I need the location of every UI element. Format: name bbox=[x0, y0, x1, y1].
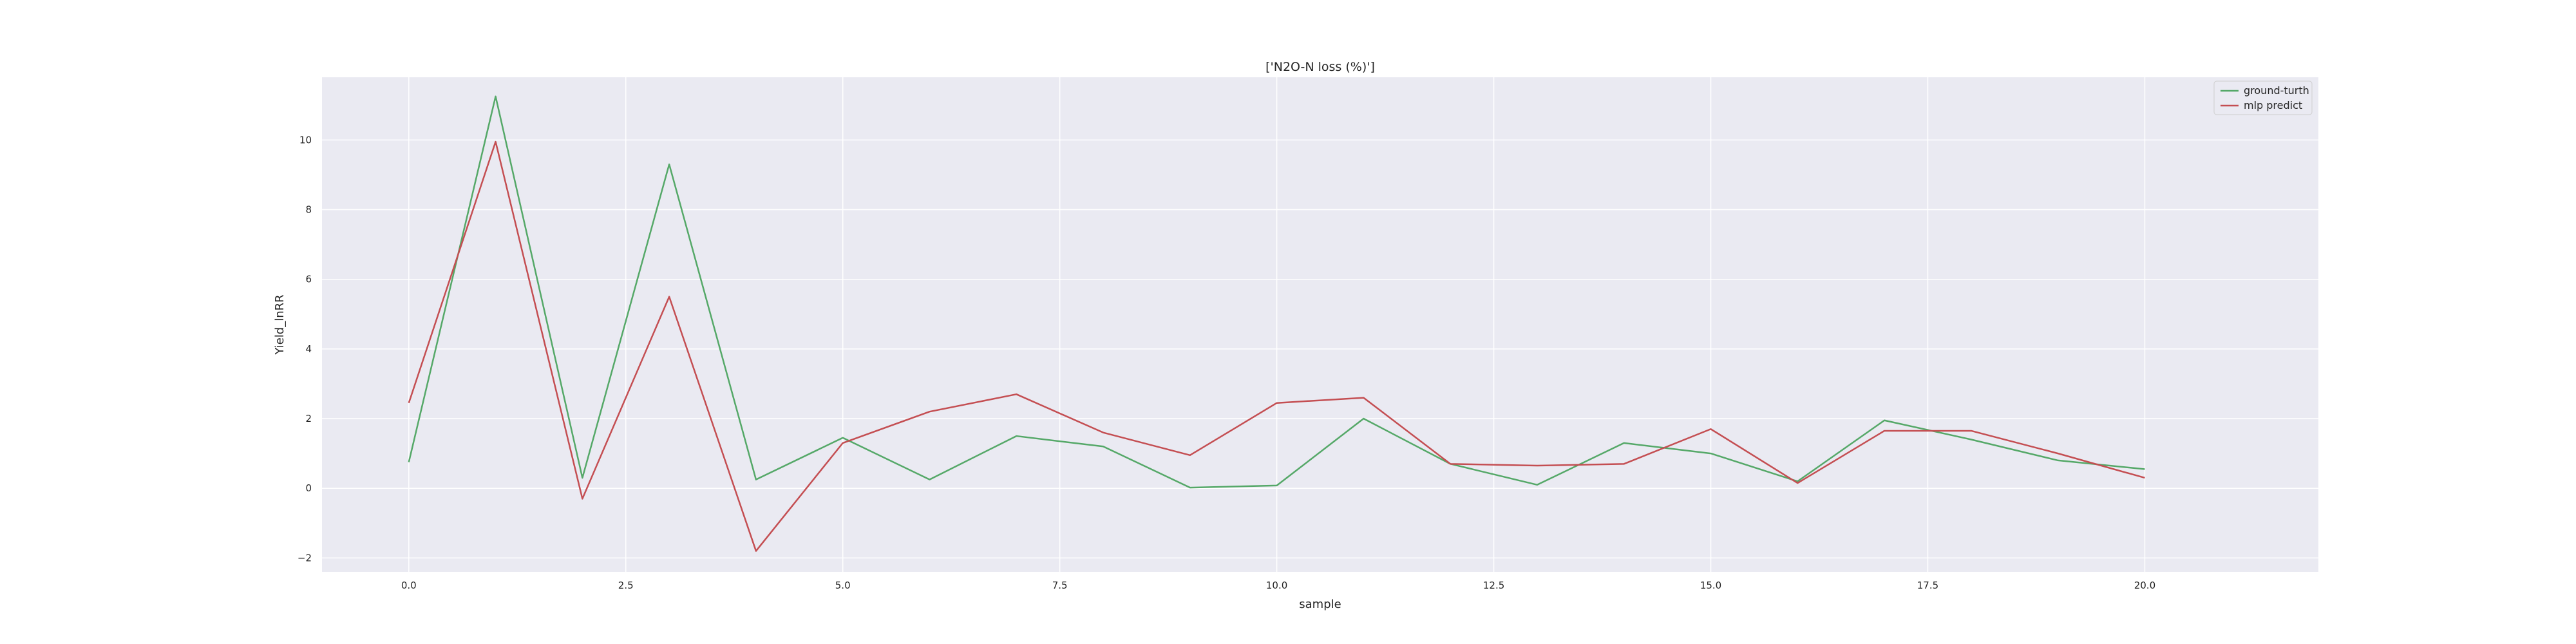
series-line-2 bbox=[408, 140, 2145, 552]
x-axis-label: sample bbox=[1299, 598, 1341, 611]
x-tick-label: 10.0 bbox=[1266, 580, 1287, 591]
plot-area bbox=[322, 77, 2318, 572]
y-tick-label: 6 bbox=[305, 274, 312, 285]
y-tick-label: 10 bbox=[299, 134, 312, 146]
x-tick-label: 7.5 bbox=[1052, 580, 1068, 591]
y-tick-label: −2 bbox=[298, 552, 312, 564]
y-tick-label: 4 bbox=[305, 343, 312, 355]
x-tick-label: 2.5 bbox=[618, 580, 634, 591]
x-tick-label: 5.0 bbox=[835, 580, 851, 591]
y-tick-labels: −2 0 2 4 6 8 10 bbox=[298, 134, 312, 564]
grid bbox=[322, 77, 2318, 572]
y-axis-label: Yield_lnRR bbox=[273, 294, 287, 355]
x-tick-label: 0.0 bbox=[401, 580, 417, 591]
chart-title: ['N2O-N loss (%)'] bbox=[1265, 60, 1375, 74]
x-tick-label: 20.0 bbox=[2134, 580, 2155, 591]
legend-label-1: ground-turth bbox=[2244, 84, 2309, 97]
series-line-1 bbox=[408, 95, 2145, 489]
series-layer bbox=[408, 95, 2145, 552]
y-tick-label: 8 bbox=[305, 204, 312, 216]
x-tick-label: 15.0 bbox=[1700, 580, 1721, 591]
y-tick-label: 2 bbox=[305, 413, 312, 424]
x-tick-label: 12.5 bbox=[1483, 580, 1504, 591]
x-tick-label: 17.5 bbox=[1917, 580, 1938, 591]
x-tick-labels: 0.0 2.5 5.0 7.5 10.0 12.5 15.0 17.5 20.0 bbox=[401, 580, 2155, 591]
legend-label-2: mlp predict bbox=[2244, 99, 2302, 111]
legend: ground-turth mlp predict bbox=[2213, 80, 2313, 115]
y-tick-label: 0 bbox=[305, 482, 312, 494]
